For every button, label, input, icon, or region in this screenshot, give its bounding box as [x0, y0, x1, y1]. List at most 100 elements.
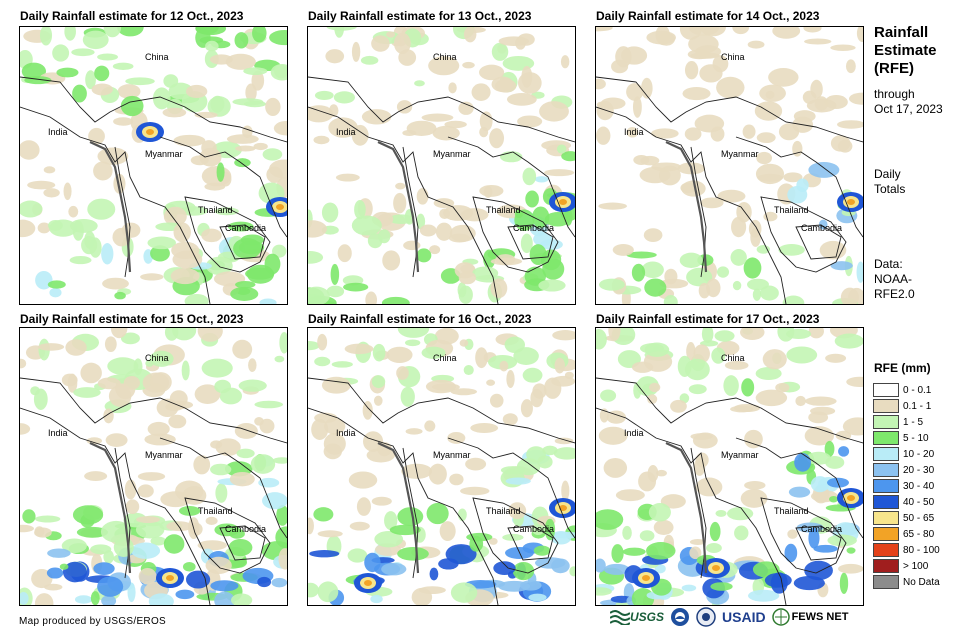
rain-cell: [113, 117, 134, 126]
rain-cell: [694, 114, 725, 133]
rain-hotspot: [146, 129, 154, 135]
rain-cell: [37, 343, 65, 351]
rain-cell: [404, 339, 421, 347]
rain-cell: [62, 561, 87, 583]
fewsnet-logo-text: FEWS NET: [791, 611, 849, 623]
rain-cell: [447, 431, 466, 444]
laos-border: [159, 136, 287, 238]
cambodia-border: [795, 525, 842, 561]
legend-label: 0 - 0.1: [903, 384, 932, 396]
rain-cell: [596, 27, 613, 32]
rain-cell: [88, 127, 105, 145]
country-label: China: [721, 353, 745, 363]
rain-cell: [163, 534, 185, 554]
rain-cell: [59, 563, 69, 570]
legend-swatch: [873, 399, 899, 413]
legend-swatch: [873, 559, 899, 573]
rain-cell: [313, 135, 330, 145]
legend-label: No Data: [903, 576, 940, 588]
china-border: [308, 76, 575, 143]
rain-cell: [233, 238, 262, 259]
country-label: India: [336, 127, 356, 137]
country-label: India: [624, 127, 644, 137]
country-label: Thailand: [198, 205, 233, 215]
rain-cell: [20, 591, 29, 605]
rain-cell: [530, 388, 544, 408]
rain-cell: [626, 83, 644, 101]
rain-cell: [472, 266, 499, 280]
rain-cell: [460, 264, 475, 274]
country-label: Cambodia: [225, 223, 266, 233]
rain-cell: [450, 388, 478, 396]
agency-logos: USGS USAID FEWS NET: [610, 607, 848, 627]
rain-cell: [830, 44, 856, 51]
rain-cell: [182, 562, 196, 572]
rain-cell: [621, 46, 648, 65]
rain-cell: [522, 167, 537, 186]
legend-title: RFE (mm): [874, 361, 931, 375]
rain-cell: [714, 330, 735, 342]
rain-cell: [168, 414, 187, 429]
rain-cell: [396, 366, 409, 380]
rain-cell: [231, 593, 253, 605]
rain-cell: [465, 457, 487, 471]
rain-cell: [778, 244, 805, 256]
rain-cell: [406, 120, 437, 136]
rain-cell: [20, 200, 43, 218]
rain-cell: [684, 60, 699, 80]
legend-label: 40 - 50: [903, 496, 935, 508]
rain-cell: [726, 506, 754, 521]
rain-cell: [752, 288, 762, 301]
side-through-label: through: [874, 87, 915, 101]
legend-label: 50 - 65: [903, 512, 935, 524]
rain-cell: [252, 27, 267, 43]
rain-cell: [775, 382, 790, 393]
rain-cell: [347, 548, 368, 563]
rain-hotspot: [847, 495, 855, 501]
rain-cell: [782, 295, 805, 304]
legend-row: 65 - 80: [873, 526, 940, 542]
rain-cell: [168, 400, 194, 410]
side-data-label: Data:: [874, 257, 903, 271]
rain-cell: [466, 532, 493, 542]
rain-cell: [689, 538, 706, 546]
rain-cell: [20, 140, 40, 160]
rain-cell: [756, 245, 771, 254]
rain-cell: [356, 497, 371, 516]
rain-cell: [679, 252, 703, 268]
rain-cell: [622, 547, 646, 556]
rain-cell: [197, 540, 227, 551]
rain-cell: [612, 244, 634, 256]
rain-cell: [506, 92, 537, 106]
rain-cell: [46, 567, 64, 579]
rain-cell: [201, 165, 232, 187]
legend-row: 5 - 10: [873, 430, 940, 446]
rain-cell: [504, 336, 526, 353]
rain-cell: [215, 483, 228, 503]
legend-row: 40 - 50: [873, 494, 940, 510]
rain-cell: [740, 328, 765, 340]
rain-cell: [175, 589, 195, 600]
rain-cell: [712, 55, 729, 73]
rain-cell: [489, 393, 504, 408]
rain-cell: [792, 140, 803, 157]
rain-cell: [786, 346, 818, 364]
rain-cell: [22, 509, 36, 524]
rain-cell: [804, 396, 837, 406]
usgs-wave-icon: [610, 610, 630, 625]
cambodia-border: [507, 224, 554, 260]
rain-cell: [631, 263, 646, 282]
rain-cell: [91, 83, 113, 96]
thailand-border: [760, 196, 847, 273]
rain-cell: [463, 27, 477, 43]
country-label: China: [721, 52, 745, 62]
rain-cell: [272, 457, 287, 464]
rain-cell: [382, 250, 401, 271]
rain-cell: [785, 328, 812, 339]
rain-cell: [804, 38, 832, 45]
rain-cell: [33, 388, 48, 410]
rain-cell: [552, 330, 575, 341]
country-label: Myanmar: [721, 450, 759, 460]
rain-cell: [681, 584, 697, 592]
rain-cell: [201, 228, 222, 243]
